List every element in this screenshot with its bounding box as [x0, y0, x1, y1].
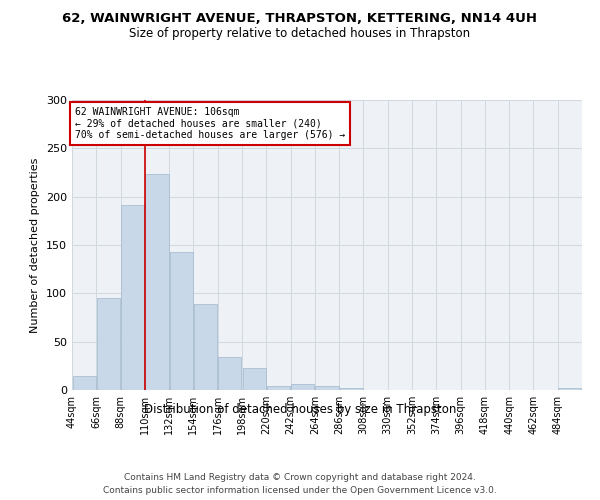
Bar	[170, 252, 193, 390]
Bar	[194, 304, 217, 390]
Y-axis label: Number of detached properties: Number of detached properties	[31, 158, 40, 332]
Bar	[121, 206, 145, 390]
Text: Contains HM Land Registry data © Crown copyright and database right 2024.: Contains HM Land Registry data © Crown c…	[124, 472, 476, 482]
Bar	[558, 388, 581, 390]
Bar	[242, 368, 266, 390]
Text: Distribution of detached houses by size in Thrapston: Distribution of detached houses by size …	[144, 402, 456, 415]
Text: Size of property relative to detached houses in Thrapston: Size of property relative to detached ho…	[130, 28, 470, 40]
Bar	[316, 386, 338, 390]
Bar	[218, 357, 241, 390]
Bar	[73, 376, 96, 390]
Bar	[267, 386, 290, 390]
Text: Contains public sector information licensed under the Open Government Licence v3: Contains public sector information licen…	[103, 486, 497, 495]
Bar	[291, 384, 314, 390]
Bar	[97, 298, 120, 390]
Text: 62, WAINWRIGHT AVENUE, THRAPSTON, KETTERING, NN14 4UH: 62, WAINWRIGHT AVENUE, THRAPSTON, KETTER…	[62, 12, 538, 26]
Bar	[340, 388, 363, 390]
Text: 62 WAINWRIGHT AVENUE: 106sqm
← 29% of detached houses are smaller (240)
70% of s: 62 WAINWRIGHT AVENUE: 106sqm ← 29% of de…	[76, 107, 346, 140]
Bar	[145, 174, 169, 390]
